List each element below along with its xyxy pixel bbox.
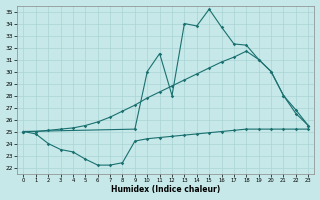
X-axis label: Humidex (Indice chaleur): Humidex (Indice chaleur) (111, 185, 220, 194)
